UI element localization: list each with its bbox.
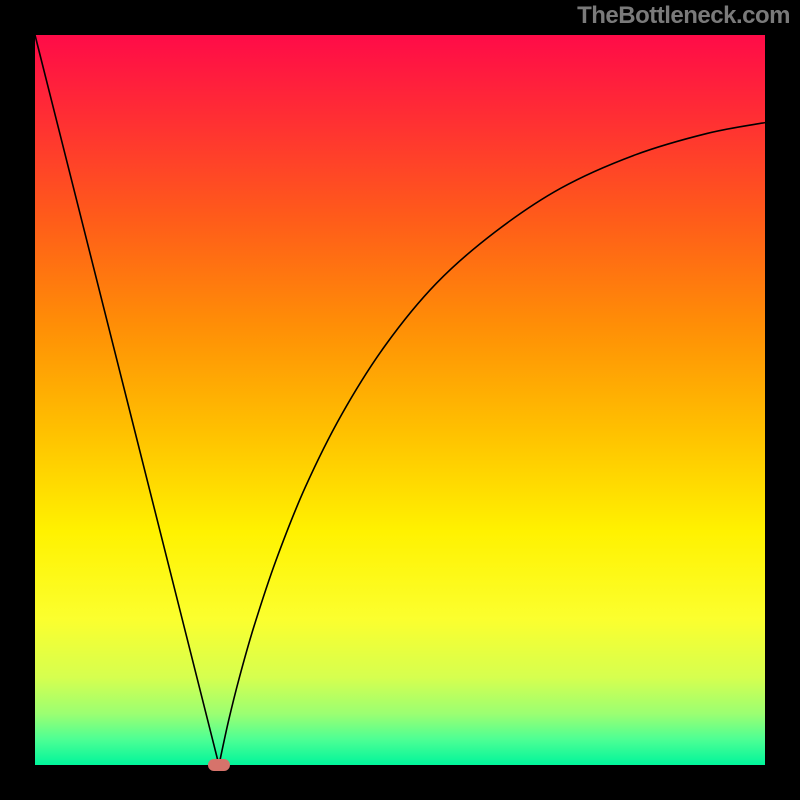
chart-background (35, 35, 765, 765)
optimal-marker (208, 759, 230, 771)
bottleneck-chart (0, 0, 800, 800)
chart-container: TheBottleneck.com (0, 0, 800, 800)
watermark-text: TheBottleneck.com (577, 2, 790, 30)
